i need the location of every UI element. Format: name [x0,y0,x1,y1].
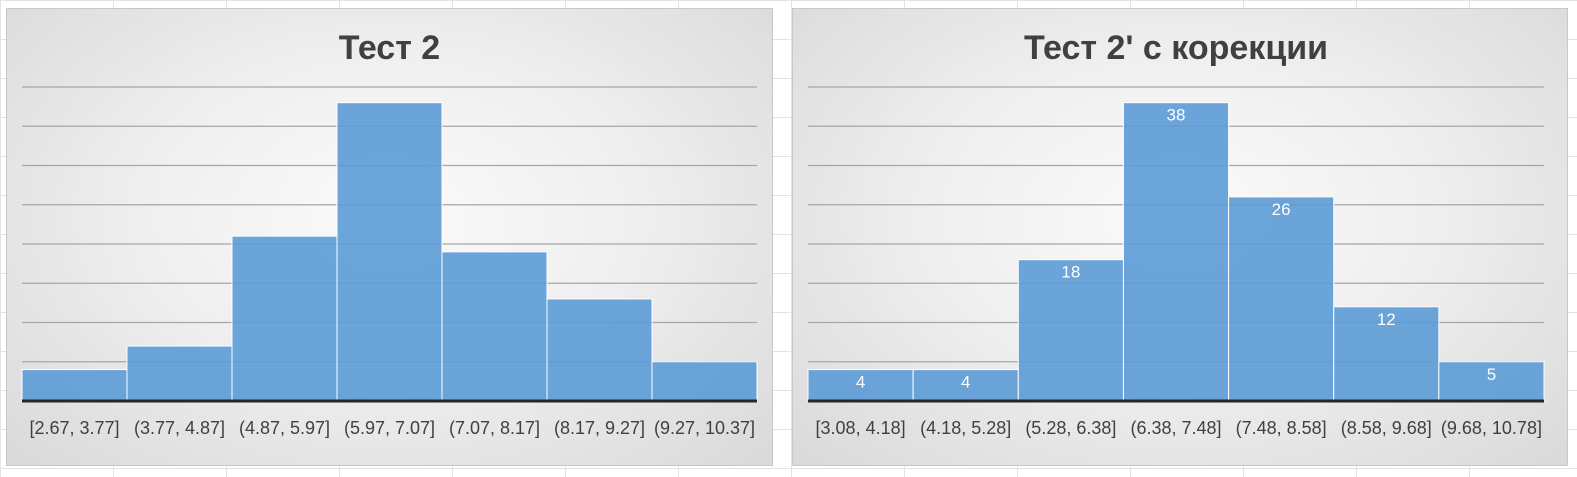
data-label: 38 [1167,106,1186,125]
x-tick-label: [3.08, 4.18] [816,418,906,438]
chart-2-title: Тест 2' с корекции [1024,29,1328,67]
x-tick-label: [2.67, 3.77] [29,418,119,438]
histogram-bar [1333,306,1440,402]
data-label: 4 [961,373,970,392]
histogram-bar [546,298,653,402]
chart-1-title: Тест 2 [339,29,440,67]
x-tick-label: (7.07, 8.17] [449,418,540,438]
x-tick-label: (8.58, 9.68] [1341,418,1432,438]
histogram-bar [807,369,914,402]
histogram-bar [21,369,128,402]
histogram-bar [441,251,548,402]
histogram-bar [126,345,233,402]
data-label: 12 [1377,310,1396,329]
histogram-chart-test-2-corrected[interactable]: Тест 2' с корекции 4 [3.08, 4.18] 4 (4.18, 5… [792,8,1568,466]
x-tick-label: (5.28, 6.38] [1025,418,1116,438]
x-tick-label: (4.87, 5.97] [239,418,330,438]
x-tick-label: (9.27, 10.37] [654,418,755,438]
data-label: 5 [1487,365,1496,384]
x-tick-label: (8.17, 9.27] [554,418,645,438]
data-label: 26 [1272,200,1291,219]
histogram-bar [912,369,1019,402]
histogram-bar [1017,259,1124,402]
histogram-bar [651,361,758,402]
histogram-bar [1228,196,1335,402]
x-tick-label: (5.97, 7.07] [344,418,435,438]
x-tick-label: (9.68, 10.78] [1441,418,1542,438]
x-tick-label: (7.48, 8.58] [1236,418,1327,438]
data-label: 18 [1061,263,1080,282]
chart-1-canvas: Тест 2 [2.67, 3.77] (3.77, 4.87] (4.87, 5.9… [21,29,758,438]
histogram-bar [1122,102,1230,402]
histogram-bar [1438,361,1545,402]
histogram-bar [231,235,338,402]
histogram-bar [336,102,443,402]
chart-2-canvas: Тест 2' с корекции 4 [3.08, 4.18] 4 (4.18, 5… [807,29,1545,438]
x-tick-label: (3.77, 4.87] [134,418,225,438]
data-label: 4 [856,373,865,392]
x-tick-label: (6.38, 7.48] [1130,418,1221,438]
x-tick-label: (4.18, 5.28] [920,418,1011,438]
histogram-chart-test-2[interactable]: Тест 2 [2.67, 3.77] (3.77, 4.87] (4.87, 5.9… [6,8,773,466]
